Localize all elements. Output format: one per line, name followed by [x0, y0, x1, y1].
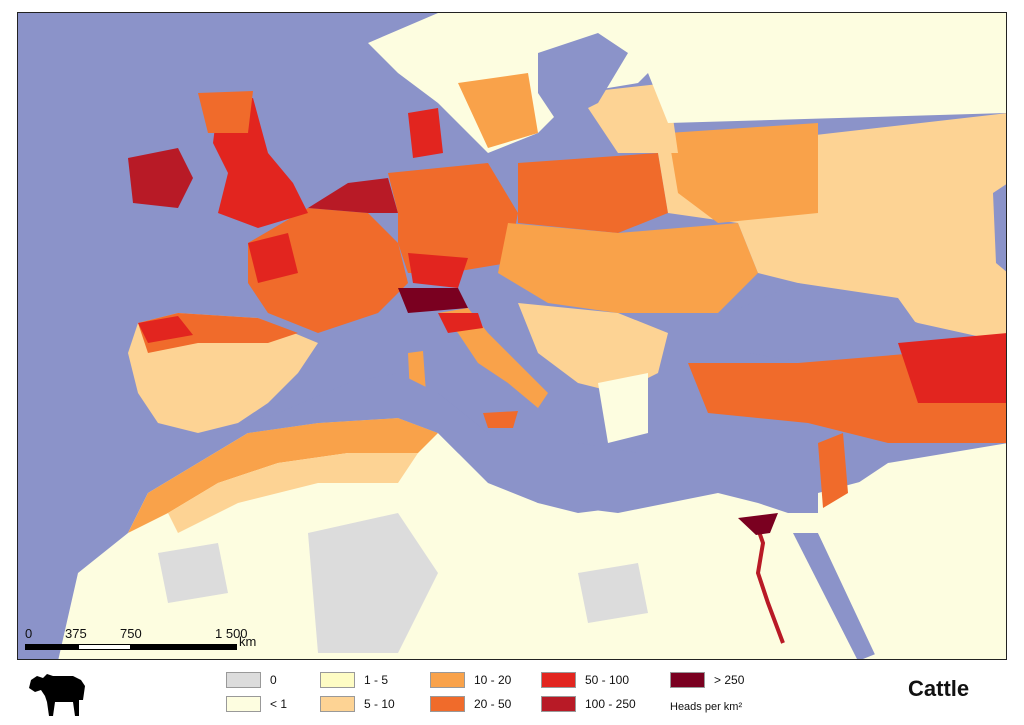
sea-caspian	[993, 184, 1006, 272]
region-italy	[438, 308, 548, 408]
legend-label-7: 100 - 250	[585, 697, 636, 711]
legend-label-6: 50 - 100	[585, 673, 630, 687]
legend: 0 < 1 1 - 5 5 - 10 10 - 20 20 - 50 50 - …	[0, 668, 1024, 725]
region-central-east	[498, 223, 758, 313]
legend-label-0: 0	[270, 673, 277, 687]
units-label: Heads per km²	[670, 701, 743, 713]
river-nile	[754, 522, 785, 644]
map-canvas[interactable]	[18, 13, 1007, 660]
legend-swatch-6	[541, 672, 576, 688]
region-alps	[398, 288, 468, 313]
scale-bar: 0 375 750 1 500 km	[25, 626, 265, 656]
map-title: Cattle	[908, 676, 970, 701]
region-germany	[388, 163, 518, 273]
sea-red	[793, 533, 878, 659]
legend-swatch-0	[226, 672, 261, 688]
region-sicily	[483, 411, 518, 428]
legend-label-2: 1 - 5	[364, 673, 389, 687]
region-maghreb-inner	[168, 453, 418, 533]
scale-segment-2	[78, 644, 131, 650]
legend-swatch-8	[670, 672, 705, 688]
region-nodata-1	[308, 513, 438, 653]
sea-black	[728, 283, 923, 363]
scale-label-375: 375	[65, 626, 87, 641]
legend-swatch-7	[541, 696, 576, 712]
map-frame[interactable]	[17, 12, 1007, 660]
scale-label-750: 750	[120, 626, 142, 641]
region-germany-south	[408, 253, 468, 288]
region-nile-delta	[738, 513, 778, 535]
legend-label-3: 5 - 10	[364, 697, 395, 711]
legend-swatch-4	[430, 672, 465, 688]
scale-segment-1	[25, 644, 78, 650]
region-nodata-2	[158, 543, 228, 603]
legend-label-1: < 1	[270, 697, 288, 711]
legend-label-5: 20 - 50	[474, 697, 512, 711]
scale-segment-3	[131, 644, 237, 650]
region-denmark	[408, 108, 443, 158]
sea-baltic	[538, 33, 628, 123]
legend-swatch-3	[320, 696, 355, 712]
region-scotland	[198, 91, 253, 133]
region-finland	[608, 13, 1006, 123]
legend-swatch-1	[226, 696, 261, 712]
region-south-sweden	[458, 73, 538, 148]
legend-swatch-5	[430, 696, 465, 712]
region-maghreb-coast	[128, 418, 438, 533]
region-arabia	[818, 443, 1006, 659]
region-greece	[598, 373, 648, 443]
region-ireland	[128, 148, 193, 208]
region-turkey-dense	[898, 333, 1006, 403]
legend-swatch-2	[320, 672, 355, 688]
legend-label-4: 10 - 20	[474, 673, 512, 687]
scale-label-1500: 1 500	[215, 626, 248, 641]
legend-label-8: > 250	[714, 673, 745, 687]
region-italy-north	[438, 313, 483, 333]
region-nodata-3	[578, 563, 648, 623]
region-iberia-dense	[138, 316, 193, 343]
region-russia-dense	[668, 123, 818, 223]
region-france-west	[248, 233, 298, 283]
sea-mediterranean	[208, 373, 818, 513]
region-balkans	[518, 303, 668, 393]
region-benelux	[308, 178, 398, 213]
scale-label-0: 0	[25, 626, 33, 641]
region-levant	[818, 433, 848, 508]
scale-unit: km	[239, 634, 257, 649]
region-poland	[518, 153, 668, 233]
cow-silhouette-icon	[29, 674, 85, 716]
region-baltics	[578, 83, 678, 153]
